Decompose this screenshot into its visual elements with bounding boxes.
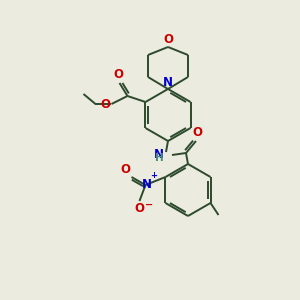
Text: O: O — [113, 68, 124, 81]
Text: O: O — [163, 33, 173, 46]
Text: O: O — [121, 163, 130, 176]
Text: −: − — [146, 200, 154, 210]
Text: O: O — [134, 202, 145, 215]
Text: N: N — [163, 76, 173, 88]
Text: N: N — [154, 148, 164, 160]
Text: O: O — [192, 126, 202, 139]
Text: O: O — [100, 98, 110, 110]
Text: H: H — [154, 153, 164, 163]
Text: +: + — [151, 171, 158, 180]
Text: N: N — [142, 178, 152, 190]
